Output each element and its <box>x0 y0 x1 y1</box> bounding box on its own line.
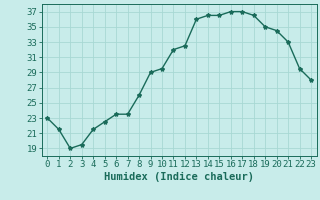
X-axis label: Humidex (Indice chaleur): Humidex (Indice chaleur) <box>104 172 254 182</box>
